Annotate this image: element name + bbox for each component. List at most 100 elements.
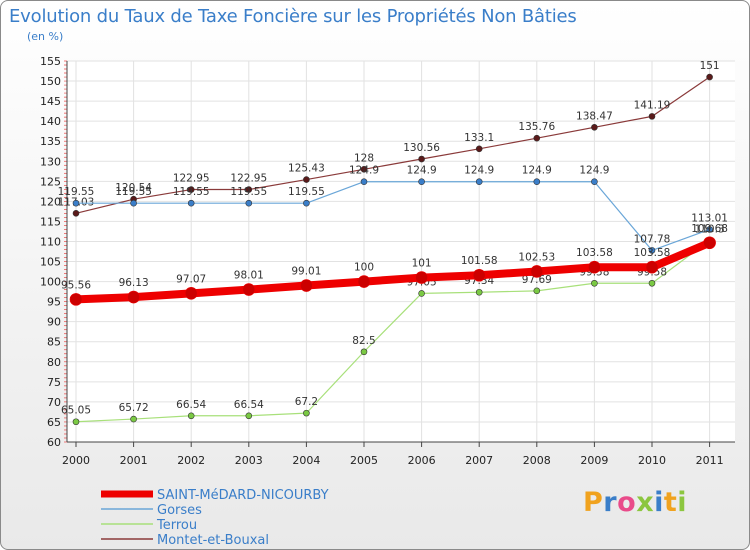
data-point — [245, 186, 253, 193]
legend-label: Terrou — [156, 518, 197, 533]
data-label: 141.19 — [634, 99, 671, 111]
data-label: 102.53 — [518, 251, 555, 263]
data-point — [706, 226, 713, 233]
data-point — [242, 283, 256, 296]
y-tick-label: 120 — [40, 195, 61, 208]
data-label: 124.9 — [349, 165, 379, 177]
proxiti-logo: Proxiti — [583, 487, 687, 518]
legend-label: Gorses — [157, 503, 202, 518]
logo-letter: i — [677, 487, 688, 518]
y-tick-label: 115 — [40, 215, 61, 228]
data-label: 99.01 — [291, 266, 321, 278]
data-point — [245, 199, 253, 207]
x-tick-label: 2000 — [62, 454, 90, 467]
logo-letter: t — [663, 487, 678, 518]
data-point — [475, 145, 483, 153]
data-label: 66.54 — [176, 399, 206, 411]
data-point — [648, 279, 656, 287]
series-montet-et-bouxal: 117.03120.54122.95122.95125.43128130.561… — [58, 60, 720, 217]
x-tick-label: 2011 — [696, 454, 724, 467]
data-point — [72, 199, 80, 207]
data-label: 135.76 — [518, 121, 555, 133]
data-label: 67.2 — [295, 396, 318, 408]
logo-letter: P — [583, 487, 604, 518]
data-label: 96.13 — [119, 277, 149, 289]
data-point — [591, 178, 598, 186]
data-point — [360, 165, 368, 173]
data-label: 65.05 — [61, 405, 91, 417]
data-point — [72, 418, 80, 426]
y-tick-label: 135 — [40, 135, 61, 148]
data-label: 95.56 — [61, 279, 91, 291]
y-tick-label: 95 — [47, 296, 61, 309]
y-tick-label: 75 — [47, 376, 61, 389]
data-point — [300, 279, 313, 292]
data-label: 119.55 — [230, 186, 267, 198]
data-point — [303, 409, 310, 417]
y-tick-label: 80 — [47, 356, 61, 369]
chart-title: Evolution du Taux de Taxe Foncière sur l… — [9, 6, 577, 27]
data-label: 130.56 — [403, 142, 440, 154]
data-label: 113.01 — [691, 212, 728, 224]
x-tick-label: 2003 — [235, 454, 263, 467]
data-label: 66.54 — [234, 399, 264, 411]
data-label: 124.9 — [579, 165, 609, 177]
data-point — [130, 415, 137, 423]
data-point — [645, 260, 659, 274]
x-tick-label: 2001 — [120, 454, 148, 467]
x-tick-label: 2006 — [408, 454, 436, 467]
x-tick-label: 2007 — [465, 454, 493, 467]
data-point — [360, 178, 368, 186]
data-point — [187, 199, 195, 207]
series-line — [72, 238, 714, 304]
logo-letter: x — [636, 487, 655, 518]
data-point — [648, 113, 656, 120]
y-tick-label: 105 — [40, 256, 61, 269]
data-point — [533, 287, 541, 295]
logo-letter: o — [617, 487, 637, 518]
y-tick-label: 145 — [40, 95, 61, 108]
data-label: 133.1 — [464, 132, 494, 144]
data-label: 119.55 — [115, 186, 152, 198]
data-label: 97.69 — [522, 274, 552, 286]
data-label: 107.78 — [634, 233, 671, 245]
data-point — [588, 260, 601, 274]
data-label: 128 — [354, 152, 374, 164]
series-line — [75, 76, 711, 214]
data-label: 119.55 — [58, 186, 95, 198]
data-point — [472, 268, 486, 282]
data-label: 122.95 — [173, 173, 210, 185]
x-tick-label: 2009 — [580, 454, 608, 467]
data-point — [418, 290, 425, 297]
y-tick-label: 90 — [47, 316, 61, 329]
data-label: 110.3 — [695, 223, 725, 235]
series-line — [75, 239, 711, 423]
data-label: 124.9 — [464, 165, 494, 177]
data-point — [648, 247, 656, 254]
data-point — [418, 155, 425, 163]
data-label: 98.01 — [234, 270, 264, 282]
data-label: 138.47 — [576, 110, 613, 122]
data-label: 119.55 — [288, 186, 325, 198]
data-point — [533, 134, 541, 142]
plot-area — [67, 61, 735, 442]
data-point — [72, 209, 80, 217]
data-point — [245, 412, 253, 420]
series-saint-m-dard-nicourby: 95.56 96.13 97.07 98.01 99.01 100 101 101.58 102… — [61, 223, 728, 306]
data-point — [357, 275, 371, 288]
data-point — [360, 348, 368, 356]
data-point — [706, 73, 713, 81]
data-label: 97.07 — [176, 273, 206, 285]
data-label: 65.72 — [119, 402, 149, 414]
data-label: 103.58 — [576, 247, 613, 259]
legend-label: SAINT-MéDARD-NICOURBY — [157, 488, 329, 503]
x-tick-label: 2002 — [177, 454, 205, 467]
y-tick-label: 130 — [40, 155, 61, 168]
data-label: 125.43 — [288, 163, 325, 175]
series-line — [75, 181, 711, 251]
y-tick-label: 125 — [40, 175, 61, 188]
data-label: 82.5 — [352, 335, 375, 347]
chart-unit-label: (en %) — [27, 30, 64, 43]
data-point — [130, 199, 137, 207]
